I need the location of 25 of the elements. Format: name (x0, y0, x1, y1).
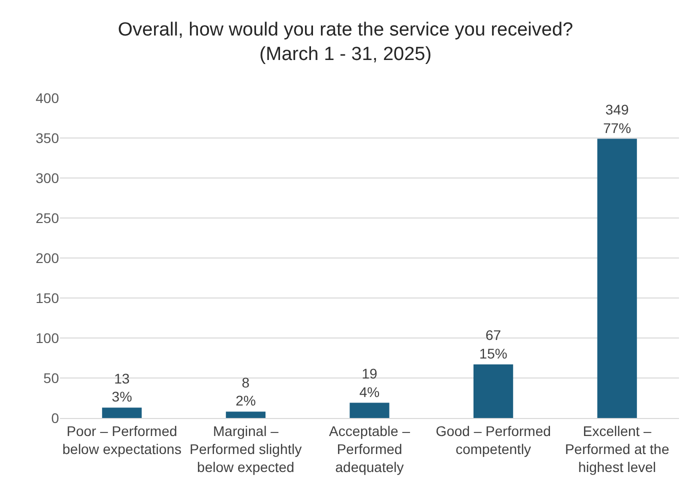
x-tick-label: Good – Performed competently (436, 422, 551, 457)
y-tick-label: 300 (36, 170, 60, 186)
x-tick-label: Poor – Performed below expectations (62, 422, 182, 457)
bar (226, 412, 266, 418)
x-tick-label: Acceptable – Performed adequately (329, 422, 410, 476)
data-label: 67 15% (479, 327, 508, 362)
y-tick-label: 100 (36, 330, 60, 346)
y-tick-label: 50 (43, 370, 60, 386)
chart-title: Overall, how would you rate the service you received? (March 1 - 31, 2025) (118, 19, 574, 65)
bar (473, 364, 514, 418)
x-tick-label: Excellent – Performed at the highest level (564, 422, 670, 476)
data-label: 349 77% (603, 102, 632, 136)
x-tick-label: Marginal – Performed slightly below expected (190, 422, 302, 476)
bar (597, 138, 637, 418)
y-tick-label: 150 (36, 290, 60, 306)
y-tick-label: 350 (36, 130, 60, 146)
data-label: 19 4% (359, 366, 380, 400)
y-tick-label: 200 (36, 250, 60, 266)
bar (102, 408, 142, 418)
y-tick-label: 0 (51, 410, 60, 426)
data-label: 13 3% (112, 370, 132, 405)
y-tick-label: 250 (36, 210, 60, 226)
data-label: 8 2% (236, 374, 256, 409)
bar (350, 402, 390, 418)
y-tick-label: 400 (36, 90, 60, 106)
